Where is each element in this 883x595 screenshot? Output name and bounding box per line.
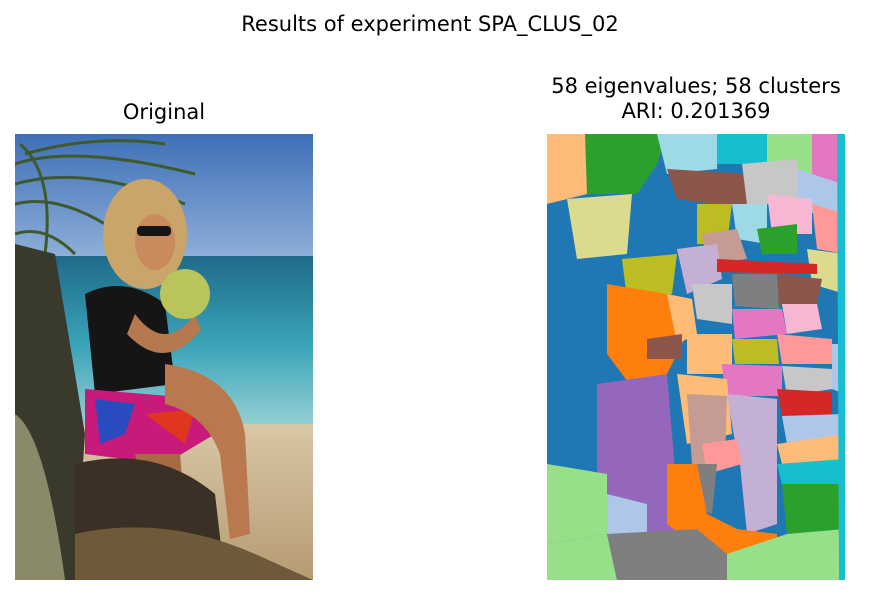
face [135, 214, 175, 270]
segment [717, 259, 817, 274]
dry-fronds [15, 414, 65, 580]
segmentation-title-line-1: 58 eigenvalues; 58 clusters [551, 74, 841, 98]
segment [677, 244, 722, 294]
segment [742, 159, 797, 204]
figure-suptitle: Results of experiment SPA_CLUS_02 [241, 12, 619, 36]
segment [767, 194, 812, 234]
segment [837, 134, 845, 580]
segment [782, 366, 832, 396]
segment [687, 334, 732, 374]
original-panel-title: Original [122, 100, 206, 124]
segment [585, 134, 667, 194]
swimsuit [85, 286, 175, 394]
segment [727, 529, 845, 580]
segment [732, 339, 779, 364]
segment [777, 434, 845, 464]
segment [567, 194, 632, 259]
segment [737, 434, 777, 534]
segment [732, 274, 779, 309]
segment [547, 534, 617, 580]
sunglasses [137, 226, 171, 236]
segment [657, 134, 717, 174]
segment [782, 304, 822, 334]
original-image [15, 134, 313, 580]
segment [777, 389, 832, 416]
segment [547, 134, 587, 204]
segment [812, 204, 845, 254]
coconut [160, 269, 210, 319]
segmentation-panel-title: 58 eigenvalues; 58 clusters ARI: 0.20136… [496, 74, 883, 124]
skirt-pattern-2 [145, 409, 195, 444]
segment [732, 309, 787, 339]
segment [722, 364, 782, 396]
segmentation-image [547, 134, 845, 580]
segment [547, 464, 607, 544]
segment [777, 274, 822, 306]
segment [667, 294, 697, 344]
segment [607, 529, 727, 580]
segment [777, 334, 832, 364]
segment [597, 374, 677, 514]
segment [777, 459, 845, 484]
segment [757, 224, 797, 254]
segment [667, 169, 747, 209]
segment [692, 284, 732, 324]
segment [647, 334, 682, 359]
legs [165, 364, 250, 539]
segment [717, 134, 767, 164]
palm-fronds [15, 139, 196, 256]
skirt-pattern [95, 399, 135, 444]
segment [622, 254, 677, 299]
segment [782, 484, 845, 534]
arm [127, 314, 201, 354]
grass [75, 527, 313, 580]
segmentation-title-line-2: ARI: 0.201369 [621, 99, 771, 123]
segment [607, 494, 647, 544]
